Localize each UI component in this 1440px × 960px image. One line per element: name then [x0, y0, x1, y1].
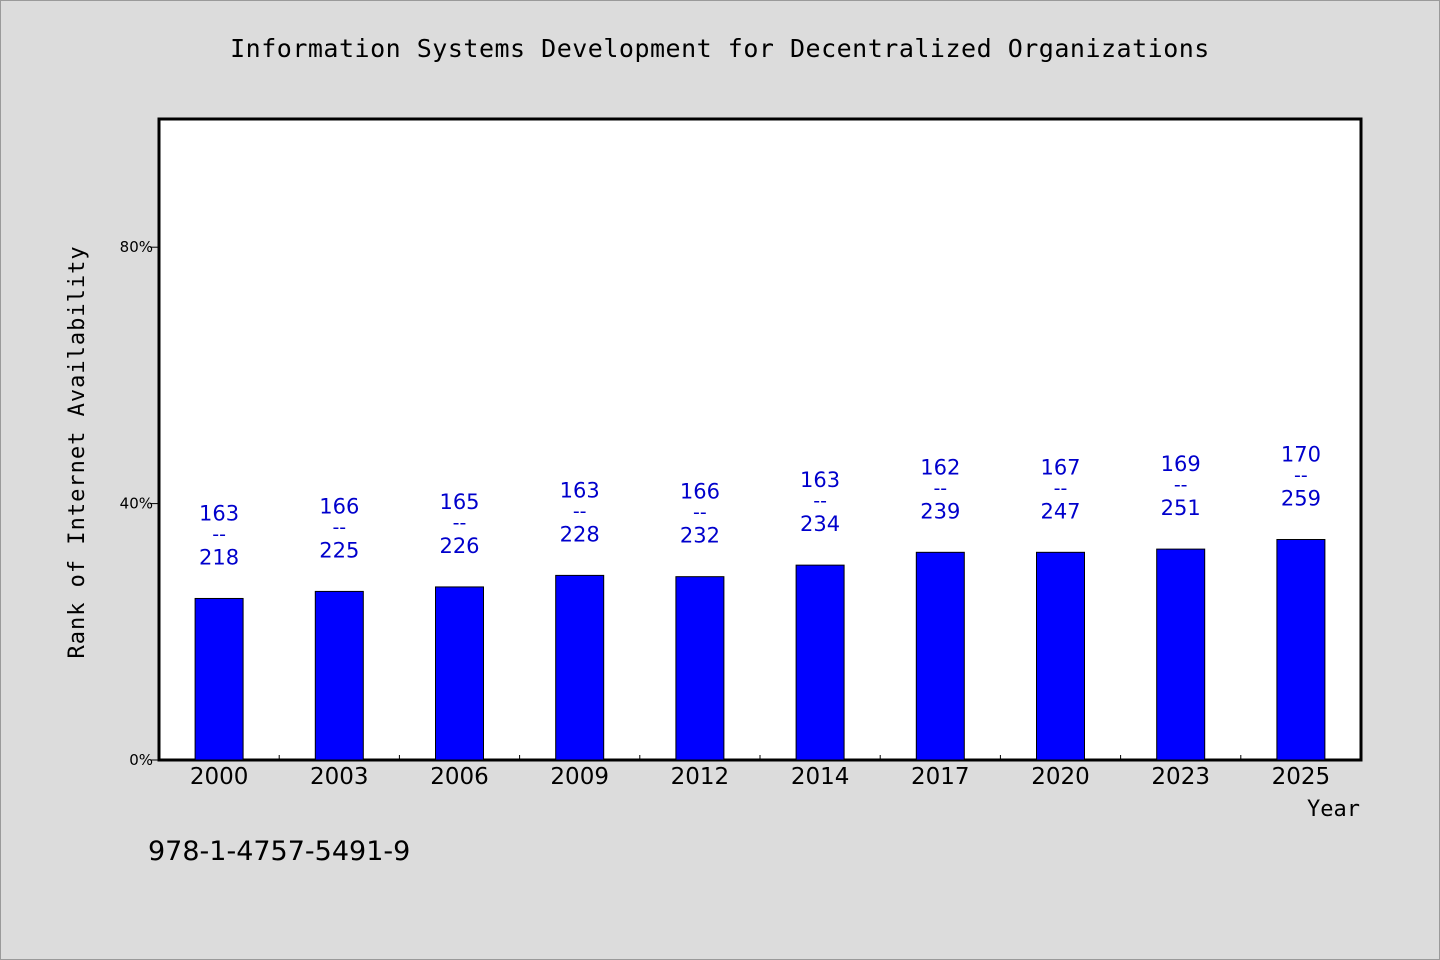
data-label-top: 163 — [800, 468, 840, 492]
data-label-bottom: 226 — [439, 534, 479, 558]
data-label-separator: -- — [453, 512, 467, 534]
data-label-bottom: 239 — [920, 499, 960, 523]
x-tick-label: 2000 — [190, 764, 249, 790]
data-label-separator: -- — [813, 490, 827, 512]
data-label-bottom: 232 — [680, 524, 720, 548]
x-tick-label: 2014 — [791, 764, 850, 790]
data-label-bottom: 251 — [1161, 496, 1201, 520]
x-tick-label: 2020 — [1031, 764, 1090, 790]
chart-title: Information Systems Development for Dece… — [230, 34, 1210, 63]
data-label-separator: -- — [1054, 477, 1068, 499]
bar — [675, 576, 725, 761]
data-label-separator: -- — [693, 502, 707, 524]
x-tick-label: 2023 — [1151, 764, 1210, 790]
data-label-bottom: 234 — [800, 512, 840, 536]
bar — [555, 574, 605, 761]
data-label-top: 169 — [1161, 452, 1201, 476]
data-label-separator: -- — [573, 500, 587, 522]
y-tick-label: 40% — [120, 495, 153, 513]
data-label-top: 167 — [1040, 455, 1080, 479]
y-tick-label: 0% — [129, 751, 153, 769]
bar — [1276, 538, 1326, 761]
data-label-top: 170 — [1281, 442, 1321, 466]
isbn-text: 978-1-4757-5491-9 — [148, 836, 411, 867]
x-tick-label: 2025 — [1272, 764, 1331, 790]
data-label-bottom: 259 — [1281, 486, 1321, 510]
data-label-separator: -- — [933, 477, 947, 499]
bar — [194, 597, 244, 761]
data-label-top: 166 — [680, 480, 720, 504]
data-label-separator: -- — [1174, 474, 1188, 496]
x-tick-label: 2003 — [310, 764, 369, 790]
y-axis-label: Rank of Internet Availability — [65, 245, 90, 658]
x-tick-label: 2006 — [430, 764, 489, 790]
x-tick-label: 2017 — [911, 764, 970, 790]
data-label-bottom: 218 — [199, 545, 239, 569]
data-label-top: 162 — [920, 455, 960, 479]
data-label-separator: -- — [1294, 464, 1308, 486]
data-label-separator: -- — [332, 516, 346, 538]
data-label-top: 163 — [199, 501, 239, 525]
bar — [795, 564, 845, 761]
data-label-separator: -- — [212, 523, 226, 545]
bar — [1036, 551, 1085, 761]
y-tick-label: 80% — [120, 238, 153, 256]
x-tick-label: 2009 — [550, 764, 609, 790]
data-label-bottom: 228 — [560, 522, 600, 546]
data-label-top: 163 — [560, 478, 600, 502]
bar — [915, 551, 965, 761]
data-label-top: 165 — [439, 490, 479, 514]
data-label-bottom: 247 — [1040, 499, 1080, 523]
x-axis-label: Year — [1307, 797, 1360, 822]
bar — [435, 586, 484, 761]
bar — [1156, 548, 1206, 761]
x-tick-label: 2012 — [671, 764, 730, 790]
data-label-bottom: 225 — [319, 538, 359, 562]
bar — [314, 590, 364, 761]
data-label-top: 166 — [319, 494, 359, 518]
